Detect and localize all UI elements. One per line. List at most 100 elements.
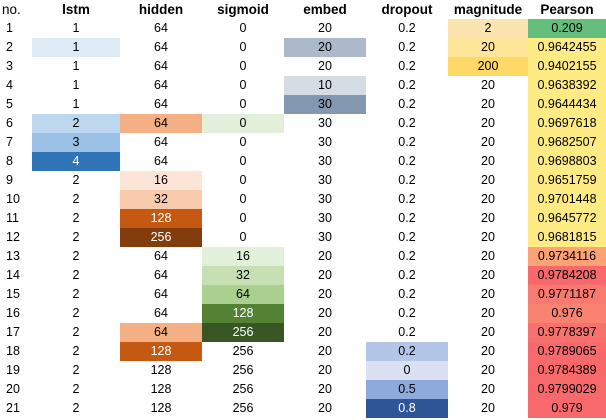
cell-lstm: 1 bbox=[72, 21, 80, 35]
cell-no: 4 bbox=[6, 78, 13, 92]
cell-hidden: 128 bbox=[150, 382, 172, 396]
cell-embed: 20 bbox=[318, 401, 332, 415]
cell-hidden: 256 bbox=[120, 228, 202, 247]
cell-lstm: 2 bbox=[72, 173, 80, 187]
cell-sigmoid: 0 bbox=[239, 59, 247, 73]
table-row: 13 2 64 16 20 0.2 20 0.9734116 bbox=[0, 247, 606, 266]
table-row: 9 2 16 0 30 0.2 20 0.9651759 bbox=[0, 171, 606, 190]
column-header-pearson: Pearson bbox=[540, 2, 594, 17]
cell-sigmoid: 16 bbox=[202, 247, 284, 266]
cell-dropout: 0.2 bbox=[398, 306, 416, 320]
cell-lstm: 2 bbox=[72, 325, 80, 339]
cell-sigmoid: 256 bbox=[232, 344, 254, 358]
cell-embed: 30 bbox=[318, 173, 332, 187]
cell-pearson: 0.9778397 bbox=[528, 323, 606, 342]
cell-magnitude: 20 bbox=[481, 116, 495, 130]
cell-dropout: 0.2 bbox=[398, 249, 416, 263]
cell-no: 6 bbox=[6, 116, 13, 130]
cell-lstm: 2 bbox=[72, 363, 80, 377]
cell-hidden: 64 bbox=[154, 287, 168, 301]
cell-no: 10 bbox=[6, 192, 20, 206]
cell-no: 12 bbox=[6, 230, 20, 244]
cell-no: 14 bbox=[6, 268, 20, 282]
cell-sigmoid: 0 bbox=[239, 173, 247, 187]
cell-magnitude: 20 bbox=[448, 38, 528, 57]
cell-lstm: 1 bbox=[72, 59, 80, 73]
cell-no: 7 bbox=[6, 135, 13, 149]
cell-pearson: 0.9642455 bbox=[528, 38, 606, 57]
cell-embed: 30 bbox=[318, 116, 332, 130]
cell-magnitude: 20 bbox=[481, 211, 495, 225]
cell-hidden: 64 bbox=[120, 114, 202, 133]
cell-lstm: 1 bbox=[72, 78, 80, 92]
column-header-hidden: hidden bbox=[138, 2, 184, 17]
table-row: 21 2 128 256 20 0.8 20 0.979 bbox=[0, 399, 606, 418]
cell-sigmoid: 256 bbox=[232, 363, 254, 377]
table-row: 20 2 128 256 20 0.5 20 0.9799029 bbox=[0, 380, 606, 399]
cell-pearson: 0.9789065 bbox=[528, 342, 606, 361]
cell-sigmoid: 0 bbox=[202, 114, 284, 133]
cell-magnitude: 20 bbox=[481, 135, 495, 149]
table-row: 2 1 64 0 20 0.2 20 0.9642455 bbox=[0, 38, 606, 57]
cell-magnitude: 20 bbox=[481, 154, 495, 168]
table-row: 1 1 64 0 20 0.2 2 0.209 bbox=[0, 19, 606, 38]
cell-dropout: 0.5 bbox=[366, 380, 448, 399]
cell-pearson: 0.9645772 bbox=[528, 209, 606, 228]
cell-dropout: 0.2 bbox=[398, 154, 416, 168]
cell-hidden: 128 bbox=[150, 401, 172, 415]
cell-embed: 10 bbox=[284, 76, 366, 95]
cell-dropout: 0.8 bbox=[366, 399, 448, 418]
cell-dropout: 0.2 bbox=[398, 97, 416, 111]
cell-hidden: 128 bbox=[120, 342, 202, 361]
cell-embed: 20 bbox=[318, 382, 332, 396]
cell-sigmoid: 0 bbox=[239, 78, 247, 92]
cell-magnitude: 2 bbox=[448, 19, 528, 38]
cell-lstm: 3 bbox=[32, 133, 120, 152]
table-body: 1 1 64 0 20 0.2 2 0.209 2 1 64 0 20 0.2 20 0.9642455 3 1 6… bbox=[0, 19, 606, 418]
cell-no: 18 bbox=[6, 344, 20, 358]
cell-hidden: 64 bbox=[154, 59, 168, 73]
table-row: 14 2 64 32 20 0.2 20 0.9784208 bbox=[0, 266, 606, 285]
cell-pearson: 0.9638392 bbox=[528, 76, 606, 95]
cell-dropout: 0.2 bbox=[398, 116, 416, 130]
cell-hidden: 32 bbox=[120, 190, 202, 209]
table-row: 16 2 64 128 20 0.2 20 0.976 bbox=[0, 304, 606, 323]
cell-pearson: 0.9734116 bbox=[528, 247, 606, 266]
table-row: 18 2 128 256 20 0.2 20 0.9789065 bbox=[0, 342, 606, 361]
cell-sigmoid: 32 bbox=[202, 266, 284, 285]
cell-pearson: 0.9651759 bbox=[528, 171, 606, 190]
cell-magnitude: 20 bbox=[481, 268, 495, 282]
cell-no: 5 bbox=[6, 97, 13, 111]
cell-pearson: 0.976 bbox=[528, 304, 606, 323]
cell-embed: 30 bbox=[318, 135, 332, 149]
cell-pearson: 0.9784389 bbox=[528, 361, 606, 380]
cell-embed: 20 bbox=[318, 21, 332, 35]
cell-dropout: 0.2 bbox=[398, 21, 416, 35]
column-header-magnitude: magnitude bbox=[453, 2, 523, 17]
cell-embed: 20 bbox=[318, 363, 332, 377]
cell-lstm: 2 bbox=[72, 249, 80, 263]
table-row: 3 1 64 0 20 0.2 200 0.9402155 bbox=[0, 57, 606, 76]
cell-dropout: 0.2 bbox=[398, 135, 416, 149]
cell-sigmoid: 256 bbox=[232, 401, 254, 415]
column-header-lstm: lstm bbox=[62, 2, 90, 17]
cell-lstm: 2 bbox=[72, 268, 80, 282]
cell-embed: 20 bbox=[318, 59, 332, 73]
table-row: 6 2 64 0 30 0.2 20 0.9697618 bbox=[0, 114, 606, 133]
cell-magnitude: 20 bbox=[481, 382, 495, 396]
table-row: 8 4 64 0 30 0.2 20 0.9698803 bbox=[0, 152, 606, 171]
cell-dropout: 0.2 bbox=[398, 211, 416, 225]
cell-embed: 20 bbox=[318, 287, 332, 301]
cell-hidden: 128 bbox=[150, 363, 172, 377]
table-row: 11 2 128 0 30 0.2 20 0.9645772 bbox=[0, 209, 606, 228]
table-row: 15 2 64 64 20 0.2 20 0.9771187 bbox=[0, 285, 606, 304]
cell-no: 21 bbox=[6, 401, 20, 415]
cell-embed: 20 bbox=[318, 325, 332, 339]
cell-dropout: 0.2 bbox=[398, 78, 416, 92]
cell-embed: 30 bbox=[284, 95, 366, 114]
cell-magnitude: 20 bbox=[481, 363, 495, 377]
column-header-no: no. bbox=[2, 2, 21, 17]
cell-dropout: 0.2 bbox=[398, 230, 416, 244]
cell-magnitude: 20 bbox=[481, 306, 495, 320]
cell-dropout: 0.2 bbox=[398, 173, 416, 187]
